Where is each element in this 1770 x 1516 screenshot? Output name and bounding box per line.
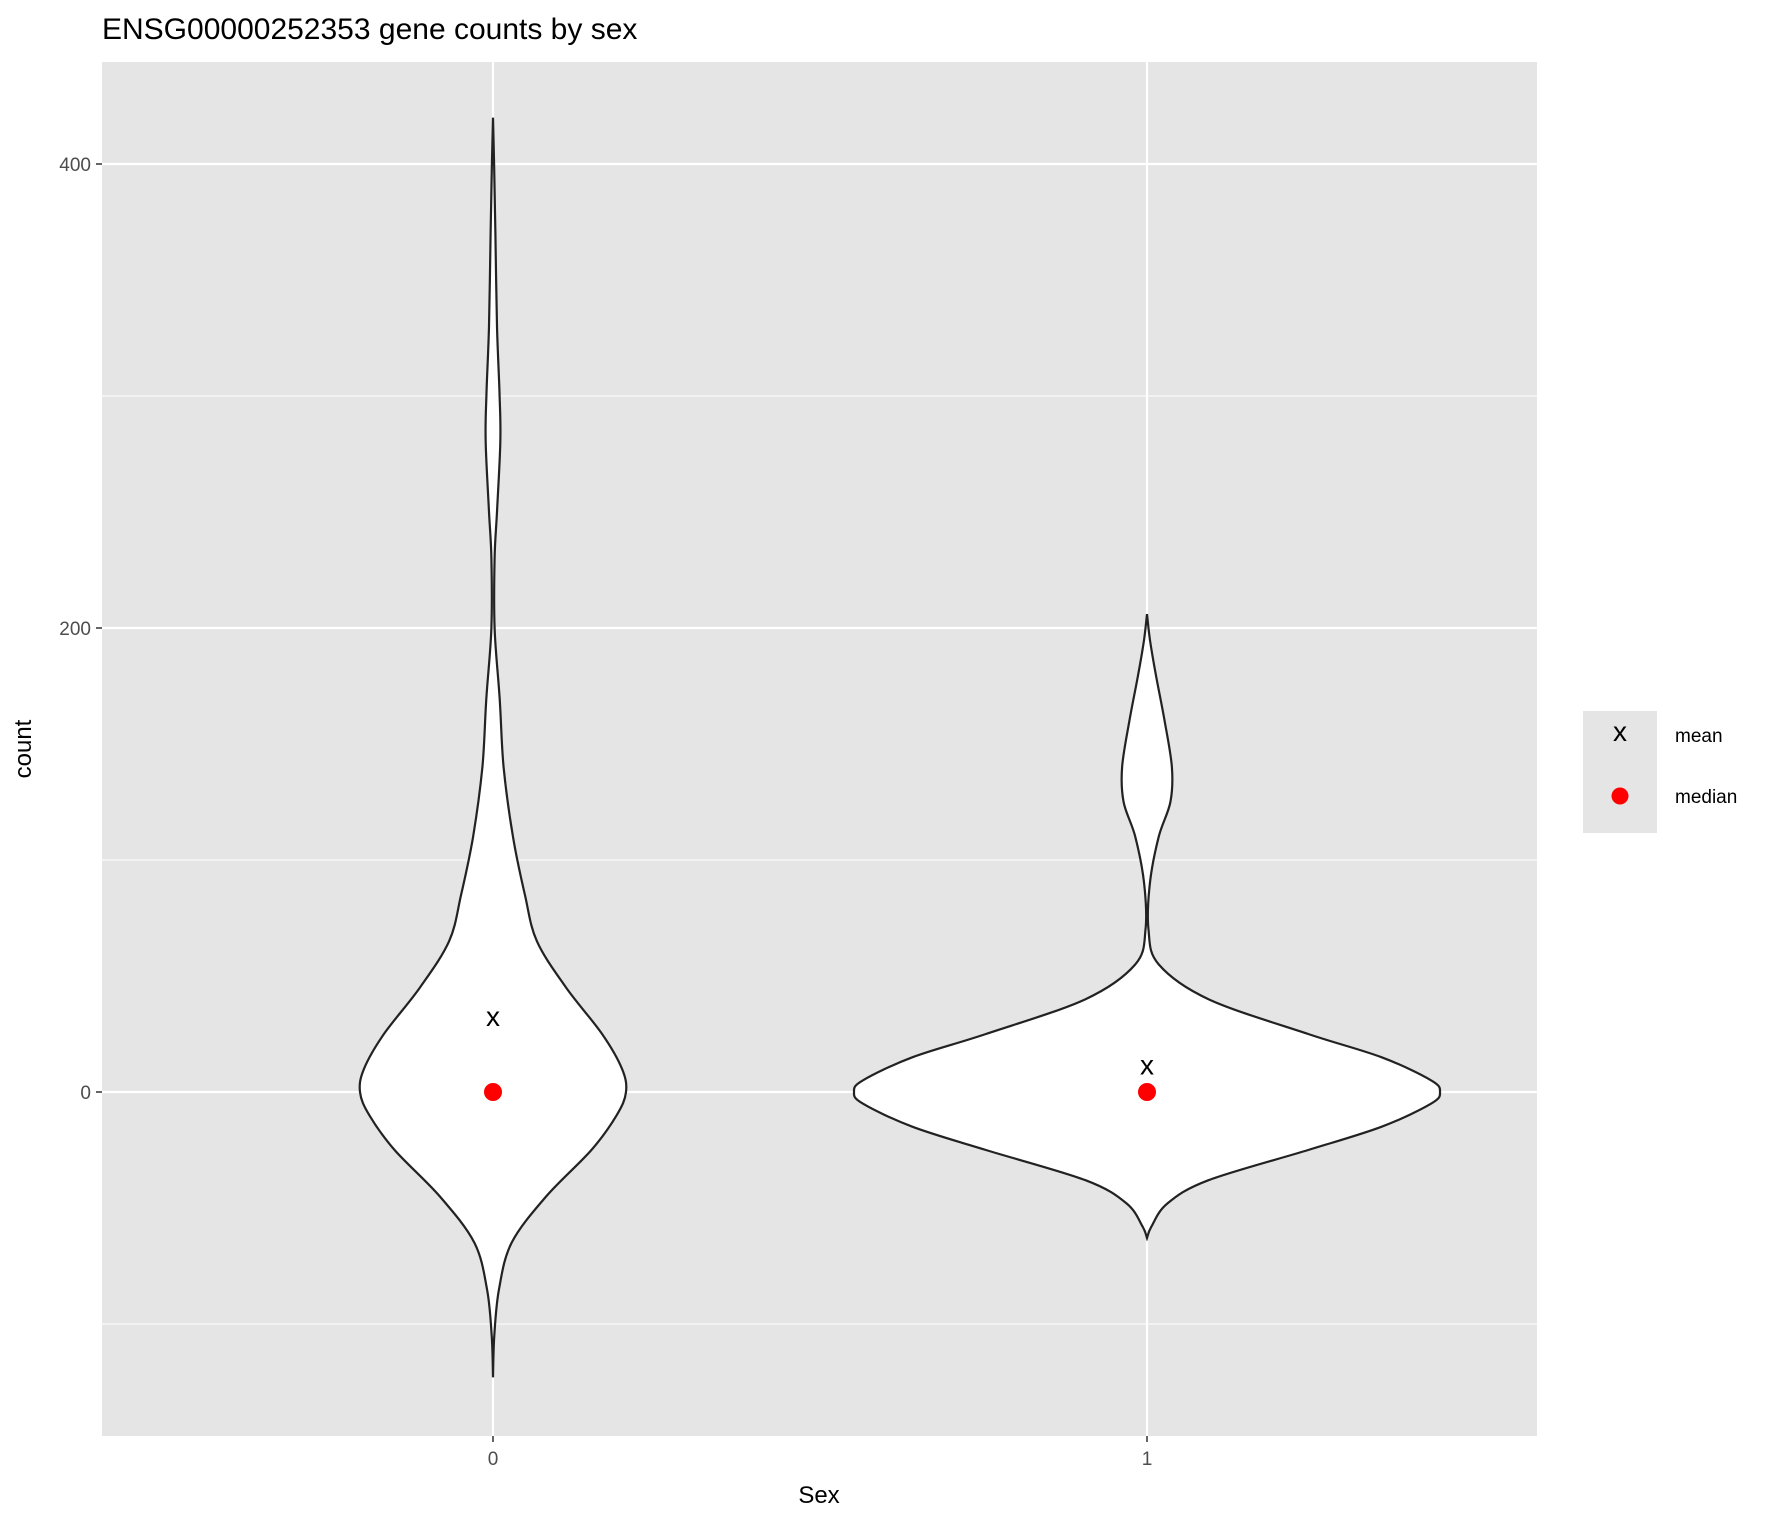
y-axis-title: count (10, 719, 37, 778)
legend-median-key (1611, 787, 1629, 805)
y-tick-label: 200 (59, 619, 91, 640)
legend-label-mean: mean (1675, 726, 1723, 747)
violins (358, 117, 1442, 1378)
x-tick-label: 0 (488, 1449, 499, 1470)
axes: 0 200 400 0 1 (59, 155, 1152, 1470)
plot-panel (102, 62, 1537, 1436)
legend: x mean median (1583, 711, 1737, 833)
violin-sex-0 (358, 117, 628, 1378)
y-tick-label: 400 (59, 155, 91, 176)
mean-marker-sex-1: x (1140, 1049, 1154, 1080)
chart-title: ENSG00000252353 gene counts by sex (102, 13, 637, 46)
mean-marker-sex-0: x (486, 1001, 500, 1032)
legend-key-background (1583, 711, 1657, 833)
x-axis-title: Sex (798, 1482, 839, 1509)
median-point-sex-1 (1138, 1083, 1156, 1101)
summary-markers: xx (484, 1001, 1156, 1101)
y-tick-label: 0 (80, 1083, 91, 1104)
violin-sex-1 (852, 613, 1442, 1242)
median-point-sex-0 (484, 1083, 502, 1101)
legend-mean-key: x (1613, 716, 1627, 747)
legend-label-median: median (1675, 787, 1737, 808)
x-tick-label: 1 (1142, 1449, 1153, 1470)
